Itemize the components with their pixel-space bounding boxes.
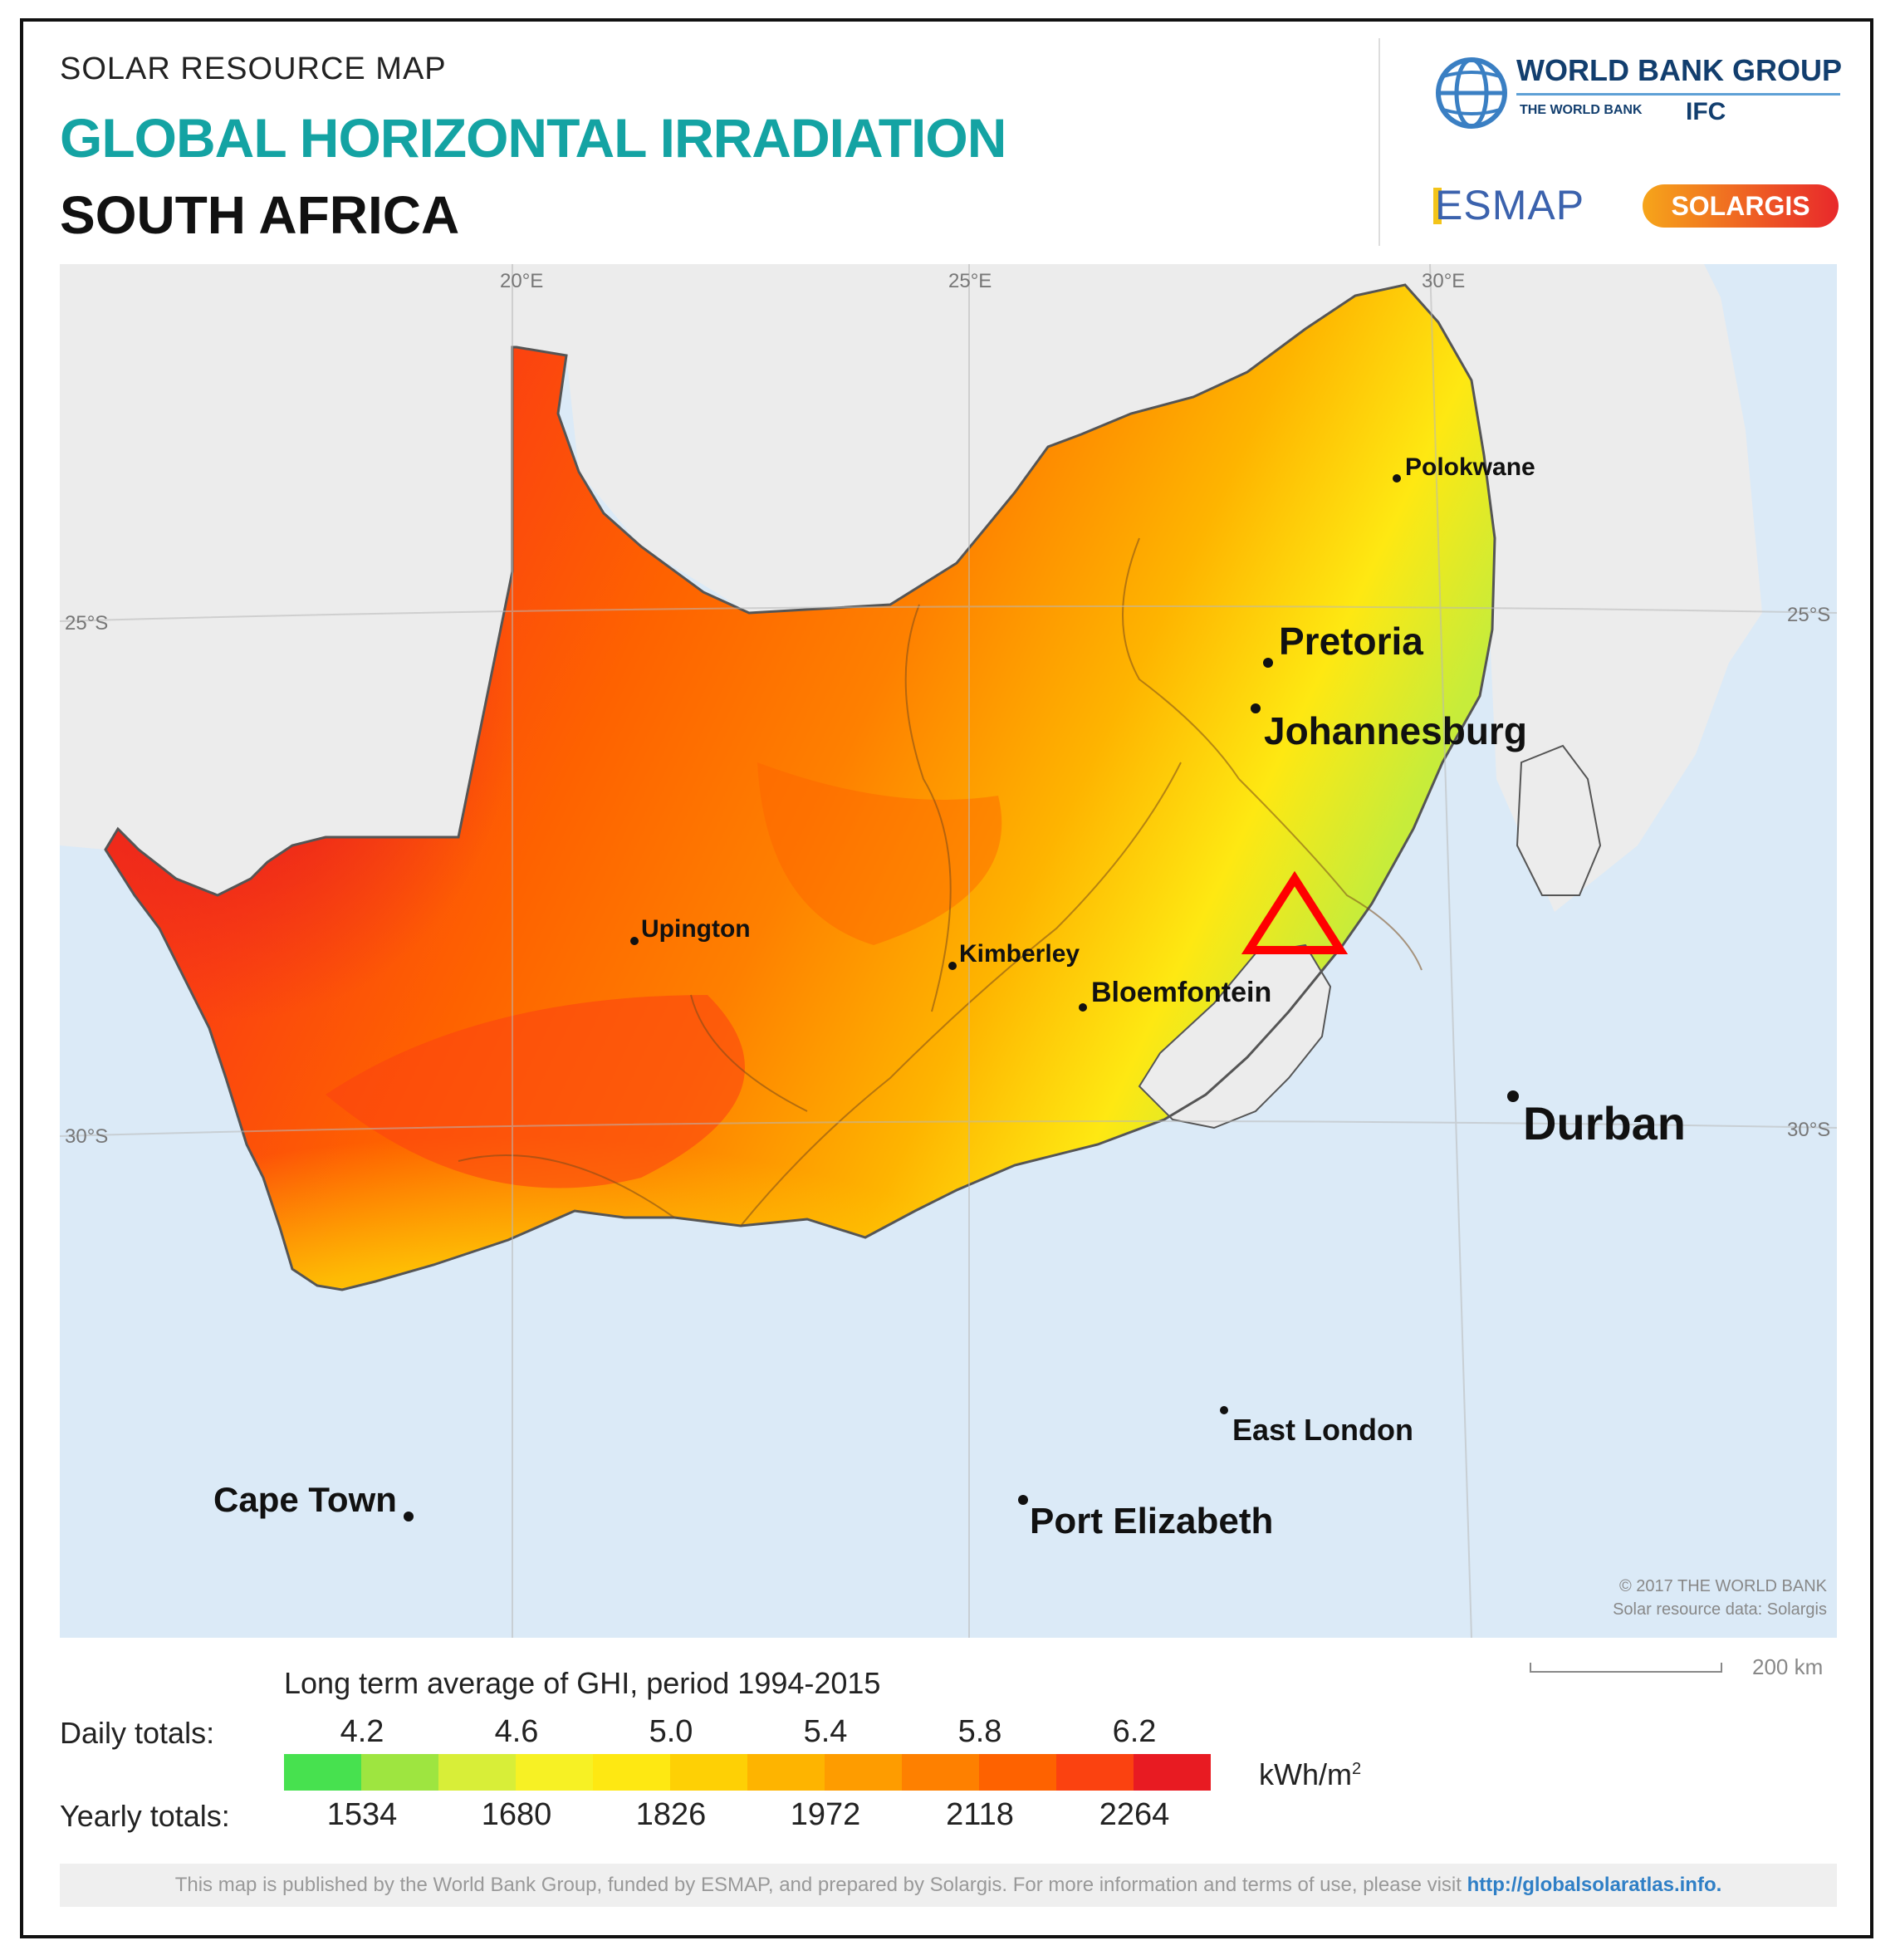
legend-color-swatch: [438, 1754, 516, 1791]
legend-daily-value: 5.8: [957, 1714, 1002, 1749]
graticule-label-20e: 20°E: [500, 270, 543, 292]
graticule-label-25s-right: 25°S: [1787, 604, 1830, 626]
city-durban: Durban: [1523, 1097, 1686, 1149]
legend-color-swatch: [361, 1754, 438, 1791]
legend-daily-value: 5.4: [803, 1714, 848, 1749]
legend-color-swatch: [902, 1754, 979, 1791]
province-borders: [458, 537, 1423, 1227]
legend-color-swatch: [284, 1754, 361, 1791]
world-bank-group-logo: WORLD BANK GROUP: [1516, 53, 1842, 87]
legend-yearly-value: 1534: [326, 1797, 398, 1832]
footer-note: This map is published by the World Bank …: [60, 1864, 1837, 1907]
logo-divider: [1378, 38, 1380, 246]
map-title: GLOBAL HORIZONTAL IRRADIATION: [60, 107, 1006, 169]
legend-yearly-label: Yearly totals:: [60, 1799, 230, 1833]
eswatini: [1516, 744, 1602, 896]
world-bank-globe-icon: [1436, 57, 1507, 129]
legend-color-swatch: [516, 1754, 593, 1791]
map-copyright: © 2017 THE WORLD BANK: [1619, 1577, 1828, 1595]
footer-link[interactable]: http://globalsolaratlas.info.: [1467, 1874, 1722, 1896]
graticule-label-25e: 25°E: [948, 270, 992, 292]
map-data-source: Solar resource data: Solargis: [1613, 1600, 1827, 1619]
legend-color-swatch: [747, 1754, 825, 1791]
city-bloemfontein: Bloemfontein: [1091, 977, 1271, 1008]
legend-daily-value: 4.6: [494, 1714, 539, 1749]
legend-yearly-value: 1972: [790, 1797, 861, 1832]
map-subtitle: SOLAR RESOURCE MAP: [60, 51, 447, 86]
legend-color-swatch: [670, 1754, 747, 1791]
lesotho: [1138, 943, 1332, 1129]
legend-yearly-value: 1680: [481, 1797, 552, 1832]
city-markers: [404, 474, 1519, 1521]
legend-yearly-value: 2264: [1099, 1797, 1170, 1832]
graticule: [60, 264, 1837, 1638]
legend-caption: Long term average of GHI, period 1994-20…: [284, 1666, 881, 1700]
legend-daily-label: Daily totals:: [60, 1716, 215, 1750]
footer-text: This map is published by the World Bank …: [174, 1874, 1462, 1896]
legend-color-swatch: [825, 1754, 902, 1791]
city-kimberley: Kimberley: [959, 940, 1080, 968]
legend-color-swatch: [979, 1754, 1056, 1791]
graticule-label-30e: 30°E: [1422, 270, 1465, 292]
distance-scale-label: 200 km: [1752, 1654, 1824, 1679]
solargis-logo: SOLARGIS: [1643, 184, 1839, 228]
legend-color-scale: [284, 1754, 1211, 1791]
ifc-logo: IFC: [1686, 98, 1726, 125]
logo-rule: [1516, 93, 1840, 96]
city-pretoria: Pretoria: [1279, 620, 1423, 663]
legend-yearly-value: 2118: [946, 1797, 1014, 1832]
solar-irradiation-map: 20°E 25°E 30°E 25°S 25°S 30°S 30°S Polok…: [60, 264, 1837, 1638]
legend-color-swatch: [1056, 1754, 1134, 1791]
legend-unit: kWh/m2: [1259, 1757, 1362, 1791]
legend-daily-value: 5.0: [649, 1714, 693, 1749]
legend-yearly-value: 1826: [635, 1797, 707, 1832]
legend-color-swatch: [593, 1754, 670, 1791]
city-east-london: East London: [1232, 1413, 1413, 1447]
esmap-mark: [1433, 188, 1442, 224]
world-bank-sub-logo: THE WORLD BANK: [1520, 103, 1643, 117]
legend-daily-value: 6.2: [1112, 1714, 1157, 1749]
graticule-label-30s-right: 30°S: [1787, 1119, 1830, 1141]
city-cape-town: Cape Town: [213, 1480, 397, 1519]
graticule-label-25s-left: 25°S: [65, 612, 108, 635]
legend-color-swatch: [1134, 1754, 1211, 1791]
city-port-elizabeth: Port Elizabeth: [1030, 1501, 1273, 1541]
city-polokwane: Polokwane: [1405, 453, 1535, 481]
city-upington: Upington: [641, 915, 751, 943]
location-marker-triangle: [1241, 870, 1349, 954]
graticule-label-30s-left: 30°S: [65, 1125, 108, 1148]
esmap-logo: ESMAP: [1435, 182, 1585, 228]
country-title: SOUTH AFRICA: [60, 185, 460, 245]
distance-scale-bar: [1530, 1663, 1722, 1673]
legend-daily-value: 4.2: [340, 1714, 384, 1749]
city-johannesburg: Johannesburg: [1264, 709, 1527, 752]
